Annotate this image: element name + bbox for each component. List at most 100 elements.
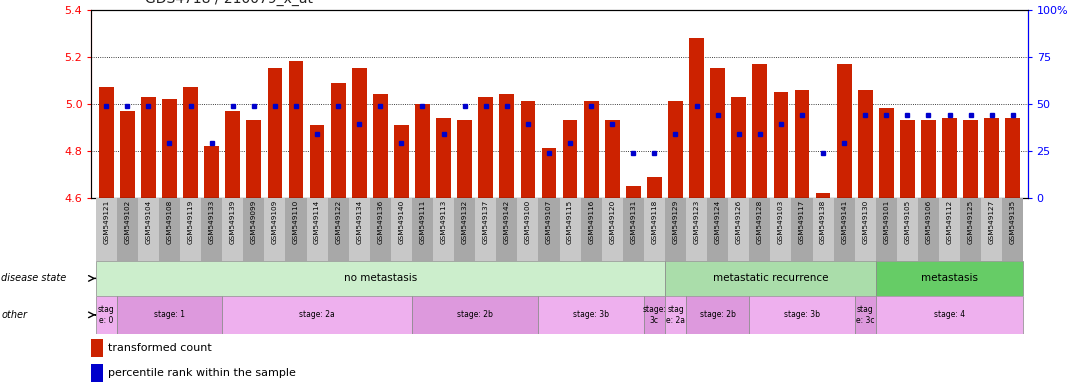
- Bar: [749, 198, 770, 261]
- Bar: [538, 296, 643, 334]
- Text: GSM549140: GSM549140: [398, 200, 405, 244]
- Bar: [812, 198, 834, 261]
- Text: GSM549138: GSM549138: [820, 200, 826, 244]
- Text: GSM549114: GSM549114: [314, 200, 320, 244]
- Bar: [117, 296, 222, 334]
- Text: GSM549117: GSM549117: [799, 200, 805, 244]
- Bar: [668, 101, 683, 198]
- Bar: [541, 148, 556, 198]
- Bar: [643, 198, 665, 261]
- Bar: [854, 296, 876, 334]
- Text: GSM549128: GSM549128: [756, 200, 763, 244]
- Bar: [268, 68, 282, 198]
- Text: GSM549122: GSM549122: [335, 200, 341, 244]
- Text: GSM549142: GSM549142: [504, 200, 510, 244]
- Bar: [433, 198, 454, 261]
- Bar: [204, 146, 220, 198]
- Bar: [728, 198, 749, 261]
- Bar: [352, 68, 367, 198]
- Bar: [479, 97, 493, 198]
- Text: stage: 3b: stage: 3b: [784, 310, 820, 319]
- Bar: [201, 198, 222, 261]
- Text: GSM549124: GSM549124: [714, 200, 721, 244]
- Text: GSM549109: GSM549109: [272, 200, 278, 244]
- Text: GSM549135: GSM549135: [1009, 200, 1016, 244]
- Bar: [412, 198, 433, 261]
- Text: disease state: disease state: [1, 273, 67, 283]
- Text: GSM549101: GSM549101: [883, 200, 890, 244]
- Bar: [560, 198, 581, 261]
- Bar: [563, 120, 578, 198]
- Text: GSM549123: GSM549123: [694, 200, 699, 244]
- Bar: [774, 92, 789, 198]
- Bar: [1005, 118, 1020, 198]
- Bar: [222, 296, 412, 334]
- Bar: [538, 198, 560, 261]
- Bar: [499, 94, 514, 198]
- Bar: [981, 198, 1002, 261]
- Bar: [834, 198, 854, 261]
- Text: other: other: [1, 310, 27, 320]
- Text: GSM549103: GSM549103: [778, 200, 784, 244]
- Bar: [794, 89, 809, 198]
- Text: GSM549134: GSM549134: [356, 200, 363, 244]
- Text: GSM549120: GSM549120: [609, 200, 615, 244]
- Text: GSM549116: GSM549116: [589, 200, 594, 244]
- Bar: [285, 198, 307, 261]
- Bar: [162, 99, 176, 198]
- Bar: [749, 296, 854, 334]
- Bar: [584, 101, 598, 198]
- Text: GSM549125: GSM549125: [967, 200, 974, 244]
- Bar: [665, 198, 686, 261]
- Bar: [391, 198, 412, 261]
- Bar: [310, 125, 325, 198]
- Bar: [707, 198, 728, 261]
- Bar: [96, 261, 665, 296]
- Bar: [647, 177, 662, 198]
- Bar: [91, 364, 102, 382]
- Bar: [897, 198, 918, 261]
- Text: GSM549139: GSM549139: [229, 200, 236, 244]
- Text: metastatic recurrence: metastatic recurrence: [712, 273, 829, 283]
- Bar: [412, 296, 538, 334]
- Text: stage: 1: stage: 1: [154, 310, 185, 319]
- Bar: [265, 198, 285, 261]
- Bar: [921, 120, 936, 198]
- Bar: [605, 120, 620, 198]
- Bar: [183, 87, 198, 198]
- Bar: [222, 198, 243, 261]
- Bar: [858, 89, 873, 198]
- Bar: [752, 64, 767, 198]
- Bar: [918, 198, 939, 261]
- Bar: [436, 118, 451, 198]
- Text: stag
e: 0: stag e: 0: [98, 305, 114, 324]
- Text: GSM549112: GSM549112: [947, 200, 952, 244]
- Bar: [246, 120, 261, 198]
- Text: GSM549107: GSM549107: [546, 200, 552, 244]
- Bar: [854, 198, 876, 261]
- Text: GSM549127: GSM549127: [989, 200, 994, 244]
- Text: GSM549136: GSM549136: [378, 200, 383, 244]
- Bar: [939, 198, 960, 261]
- Text: GSM549132: GSM549132: [462, 200, 468, 244]
- Bar: [879, 108, 894, 198]
- Bar: [521, 101, 535, 198]
- Bar: [876, 261, 1023, 296]
- Text: percentile rank within the sample: percentile rank within the sample: [109, 368, 296, 378]
- Text: GDS4718 / 210079_x_at: GDS4718 / 210079_x_at: [145, 0, 313, 6]
- Text: GSM549130: GSM549130: [862, 200, 868, 244]
- Bar: [454, 198, 476, 261]
- Bar: [373, 94, 387, 198]
- Text: GSM549104: GSM549104: [145, 200, 152, 244]
- Text: GSM549099: GSM549099: [251, 200, 257, 244]
- Bar: [180, 198, 201, 261]
- Bar: [119, 111, 134, 198]
- Bar: [415, 104, 429, 198]
- Text: stage: 2b: stage: 2b: [457, 310, 493, 319]
- Text: stag
e: 3c: stag e: 3c: [856, 305, 875, 324]
- Bar: [601, 198, 623, 261]
- Text: GSM549110: GSM549110: [293, 200, 299, 244]
- Bar: [792, 198, 812, 261]
- Text: GSM549118: GSM549118: [651, 200, 657, 244]
- Bar: [394, 125, 409, 198]
